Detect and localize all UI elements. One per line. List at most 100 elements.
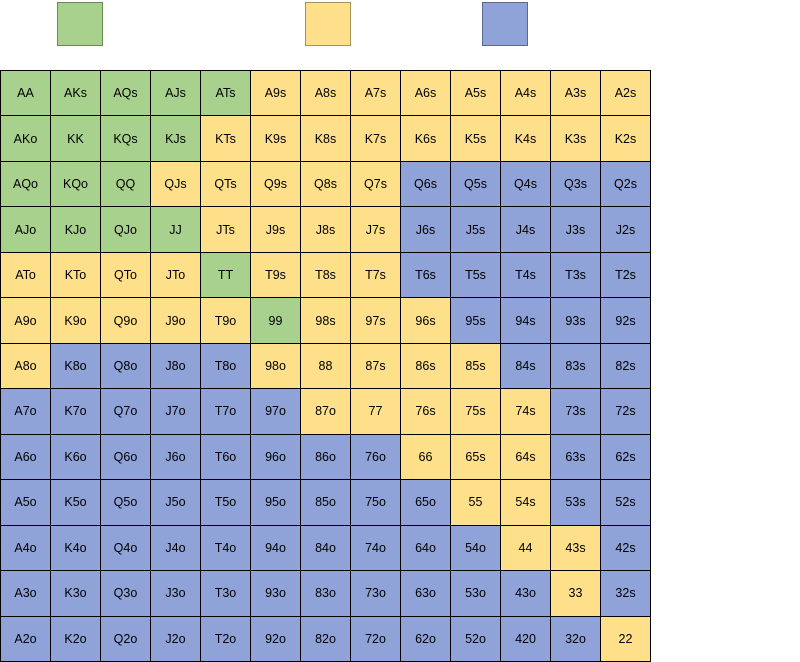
hand-cell: 97o [251,389,301,435]
hand-cell: 33 [551,571,601,617]
hand-cell: JTs [201,207,251,253]
hand-cell: 92s [601,298,651,344]
hand-cell: T3o [201,571,251,617]
hand-cell: K4o [51,525,101,572]
hand-cell: J2s [601,207,651,253]
hand-cell: T4o [201,525,251,572]
hand-cell: J5o [151,480,201,526]
hand-cell: K5s [451,116,501,162]
legend-swatch-raise [57,2,103,46]
hand-cell: AKs [51,71,101,117]
hand-cell: 93o [251,571,301,617]
hand-cell: Q9s [251,161,301,208]
hand-cell: KTo [51,252,101,299]
hand-cell: 98s [301,298,351,344]
hand-cell: Q6s [401,161,451,208]
hand-cell: Q3o [101,571,151,617]
hand-cell: 74o [351,525,401,572]
hand-cell: A9s [251,71,301,117]
legend-swatch-call [305,2,351,46]
hand-cell: 83s [551,343,601,390]
hand-cell: JJ [151,207,201,253]
hand-cell: Q8o [101,343,151,390]
hand-cell: QJo [101,207,151,253]
hand-cell: 94o [251,525,301,572]
hand-cell: J7o [151,389,201,435]
hand-cell: Q2s [601,161,651,208]
hand-cell: J6o [151,434,201,481]
hand-cell: Q4o [101,525,151,572]
hand-cell: Q5o [101,480,151,526]
hand-cell: 92o [251,616,301,662]
hand-cell: K7s [351,116,401,162]
hand-cell: 43s [551,525,601,572]
hand-cell: J6s [401,207,451,253]
hand-cell: T7s [351,252,401,299]
hand-cell: 84o [301,525,351,572]
hand-cell: AQo [1,161,51,208]
hand-cell: A5s [451,71,501,117]
hand-cell: 43o [501,571,551,617]
hand-cell: A3s [551,71,601,117]
hand-cell: 73s [551,389,601,435]
hand-cell: 85s [451,343,501,390]
hand-cell: Q3s [551,161,601,208]
hand-cell: QJs [151,161,201,208]
hand-cell: AKo [1,116,51,162]
hand-cell: KJo [51,207,101,253]
hand-cell: K3s [551,116,601,162]
hand-cell: 52s [601,480,651,526]
hand-cell: KQo [51,161,101,208]
hand-cell: 96o [251,434,301,481]
hand-cell: 93s [551,298,601,344]
hand-cell: 54o [451,525,501,572]
hand-cell: KTs [201,116,251,162]
hand-cell: 86o [301,434,351,481]
hand-cell: T9o [201,298,251,344]
hand-cell: KK [51,116,101,162]
hand-cell: K9o [51,298,101,344]
hand-cell: 74s [501,389,551,435]
hand-cell: AA [1,71,51,117]
hand-cell: KQs [101,116,151,162]
hand-cell: Q7s [351,161,401,208]
hand-cell: T8o [201,343,251,390]
hand-cell: QTs [201,161,251,208]
hand-cell: 95o [251,480,301,526]
hand-cell: J9s [251,207,301,253]
hand-cell: A8s [301,71,351,117]
hand-cell: J5s [451,207,501,253]
hand-cell: K6o [51,434,101,481]
legend-swatch-fold [482,2,528,46]
hand-cell: A4s [501,71,551,117]
hand-cell: 82s [601,343,651,390]
hand-cell: Q2o [101,616,151,662]
hand-cell: 86s [401,343,451,390]
hand-cell: 76s [401,389,451,435]
hand-cell: Q5s [451,161,501,208]
hand-cell: 63s [551,434,601,481]
hand-cell: 52o [451,616,501,662]
hand-cell: K9s [251,116,301,162]
hand-cell: J4o [151,525,201,572]
hand-cell: Q8s [301,161,351,208]
hand-cell: 84s [501,343,551,390]
hand-cell: 62o [401,616,451,662]
hand-cell: 32s [601,571,651,617]
hand-cell: QTo [101,252,151,299]
hand-cell: 95s [451,298,501,344]
hand-cell: 87o [301,389,351,435]
hand-cell: KJs [151,116,201,162]
hand-cell: 65s [451,434,501,481]
hand-cell: A4o [1,525,51,572]
hand-cell: A7o [1,389,51,435]
hand-cell: TT [201,252,251,299]
hand-cell: Q9o [101,298,151,344]
hand-cell: J3o [151,571,201,617]
hand-cell: 72o [351,616,401,662]
legend [0,0,800,60]
hand-cell: AQs [101,71,151,117]
hand-cell: J8s [301,207,351,253]
hand-cell: T8s [301,252,351,299]
hand-cell: J9o [151,298,201,344]
